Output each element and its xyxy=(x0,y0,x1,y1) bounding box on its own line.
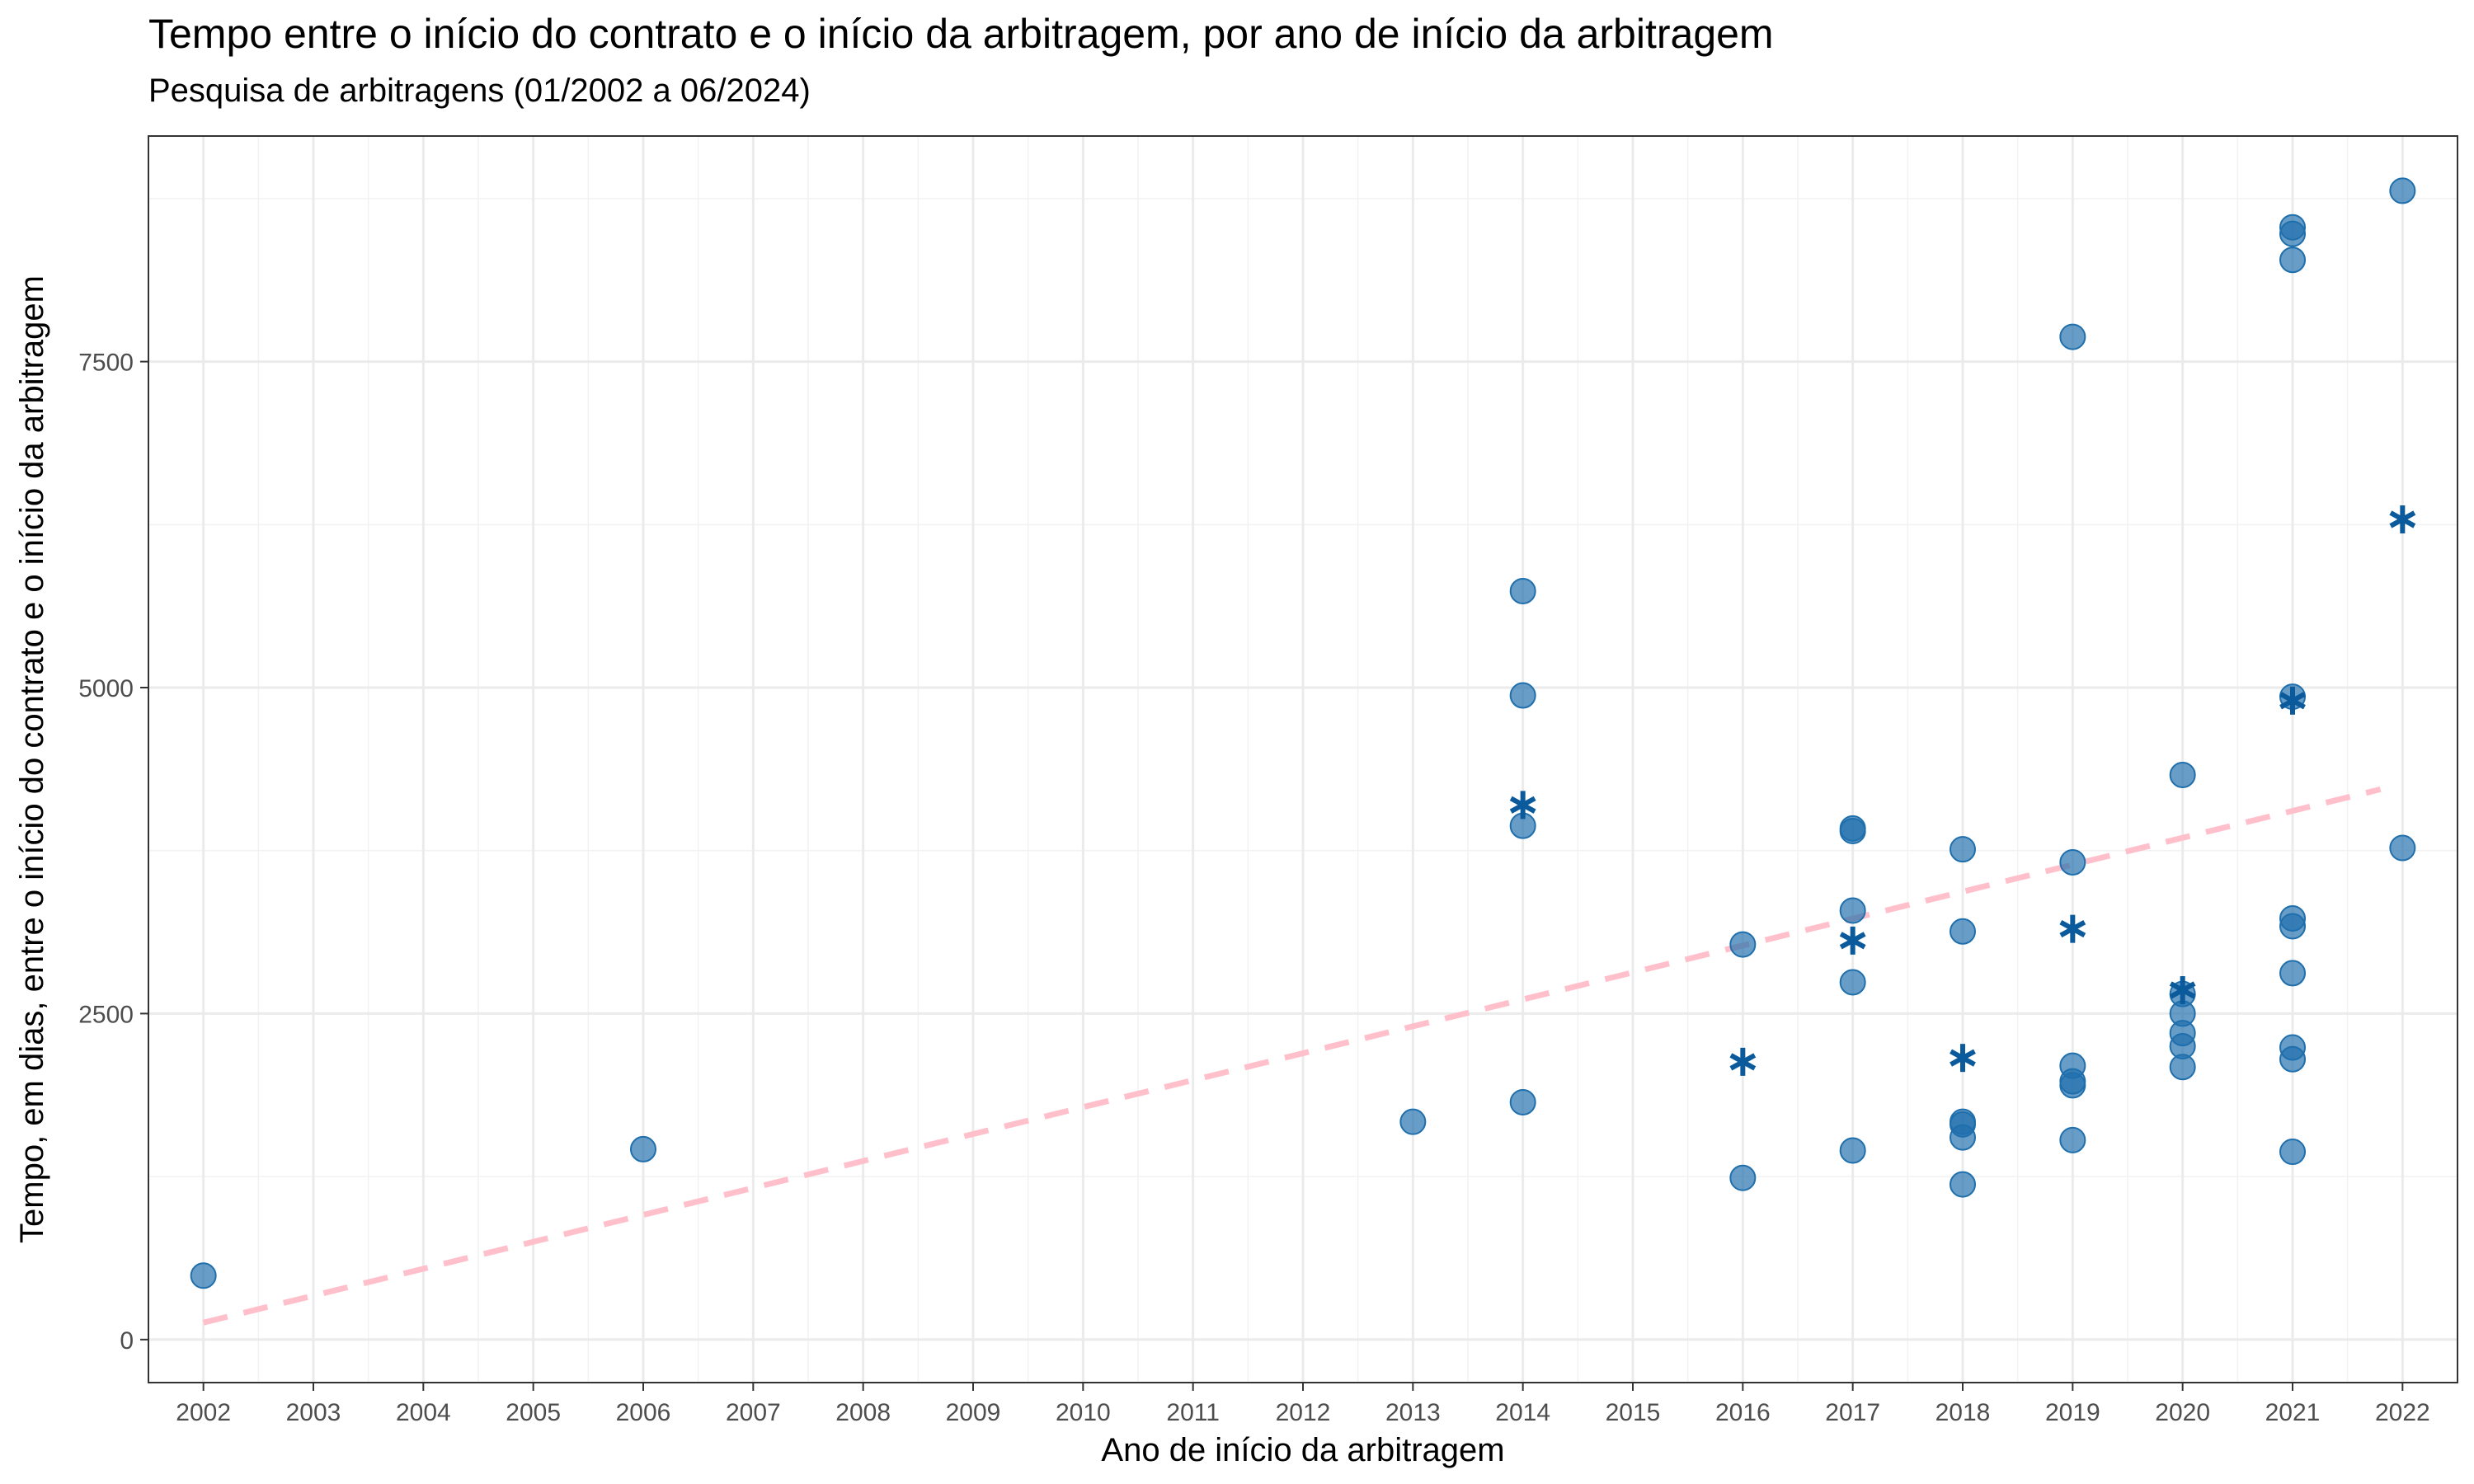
y-tick-label: 5000 xyxy=(78,675,134,702)
asterisk-stroke xyxy=(1950,1049,1976,1067)
data-point xyxy=(1509,577,1536,604)
x-tick-label: 2014 xyxy=(1495,1399,1550,1426)
data-point xyxy=(2059,1072,2086,1099)
x-tick-label: 2010 xyxy=(1056,1399,1111,1426)
x-tick-label: 2013 xyxy=(1385,1399,1441,1426)
x-tick-label: 2015 xyxy=(1606,1399,1661,1426)
data-point-asterisk xyxy=(2389,505,2416,533)
data-point-asterisk xyxy=(1839,926,1866,955)
asterisk-stroke xyxy=(2279,692,2306,710)
data-point xyxy=(1950,1124,1976,1151)
chart-title: Tempo entre o início do contrato e o iní… xyxy=(148,11,1774,57)
trend-layer xyxy=(202,786,2382,1326)
data-point xyxy=(2279,247,2306,274)
data-point xyxy=(1509,1088,1536,1115)
data-point-asterisk xyxy=(1950,1044,1976,1073)
data-point-asterisk xyxy=(2059,914,2086,943)
asterisk-stroke xyxy=(1729,1053,1757,1071)
data-point xyxy=(1729,931,1757,958)
x-axis-title: Ano de início da arbitragem xyxy=(1101,1432,1504,1468)
asterisk-stroke xyxy=(2169,981,2196,999)
data-point-asterisk xyxy=(2279,686,2306,715)
asterisk-stroke xyxy=(1509,796,1536,814)
data-point-asterisk xyxy=(1729,1047,1757,1076)
x-tick-label: 2006 xyxy=(616,1399,671,1426)
data-point xyxy=(1950,918,1976,945)
asterisk-stroke xyxy=(2389,510,2416,528)
x-tick-label: 2012 xyxy=(1276,1399,1331,1426)
data-point xyxy=(630,1135,656,1162)
data-point-asterisk xyxy=(2169,975,2196,1004)
x-tick-label: 2022 xyxy=(2375,1399,2430,1426)
asterisk-stroke xyxy=(2059,920,2086,938)
y-tick-label: 7500 xyxy=(78,350,134,377)
data-point xyxy=(1950,836,1976,863)
data-point xyxy=(2279,1045,2306,1073)
data-point-asterisk xyxy=(1509,791,1536,819)
data-point xyxy=(2279,1139,2306,1166)
asterisk-stroke xyxy=(1839,932,1866,950)
x-axis: 2002 2003 2004 2005 2006 2007 2008 2009 2010 2011… xyxy=(176,1383,2430,1426)
y-tick-label: 2500 xyxy=(78,1001,134,1028)
data-point xyxy=(1950,1171,1976,1198)
data-point xyxy=(1839,897,1866,924)
data-point xyxy=(190,1262,217,1289)
x-tick-label: 2003 xyxy=(286,1399,341,1426)
x-tick-label: 2019 xyxy=(2045,1399,2100,1426)
x-tick-label: 2018 xyxy=(1935,1399,1991,1426)
x-tick-label: 2005 xyxy=(506,1399,561,1426)
y-tick-label: 0 xyxy=(120,1327,134,1355)
data-point xyxy=(2279,220,2306,247)
points-layer xyxy=(190,177,2416,1289)
data-point xyxy=(2279,960,2306,987)
x-tick-label: 2011 xyxy=(1166,1399,1220,1426)
data-point xyxy=(1729,1164,1757,1191)
x-tick-label: 2004 xyxy=(396,1399,451,1426)
x-tick-label: 2020 xyxy=(2155,1399,2210,1426)
x-tick-label: 2021 xyxy=(2265,1399,2321,1426)
chart-subtitle: Pesquisa de arbitragens (01/2002 a 06/20… xyxy=(148,73,811,109)
data-point xyxy=(1839,1137,1866,1164)
x-tick-label: 2007 xyxy=(726,1399,781,1426)
x-tick-label: 2002 xyxy=(176,1399,231,1426)
data-point xyxy=(2279,913,2306,940)
data-point xyxy=(1509,682,1536,709)
x-tick-label: 2008 xyxy=(835,1399,891,1426)
grid-major xyxy=(148,136,2458,1383)
y-axis: 0 2500 5000 7500 xyxy=(78,350,148,1355)
x-tick-label: 2009 xyxy=(946,1399,1001,1426)
data-point xyxy=(2389,177,2416,204)
trend-line xyxy=(202,786,2382,1326)
data-point xyxy=(2059,1126,2086,1153)
data-point xyxy=(1399,1108,1427,1135)
x-tick-label: 2016 xyxy=(1715,1399,1771,1426)
data-point xyxy=(2389,834,2416,862)
y-axis-title: Tempo, em dias, entre o início do contra… xyxy=(14,275,50,1243)
data-point xyxy=(2059,848,2086,876)
data-point xyxy=(2169,761,2196,788)
x-tick-label: 2017 xyxy=(1825,1399,1880,1426)
data-point xyxy=(1839,817,1866,844)
data-point xyxy=(2169,1054,2196,1081)
data-point xyxy=(1839,969,1866,996)
data-point xyxy=(2059,323,2086,350)
